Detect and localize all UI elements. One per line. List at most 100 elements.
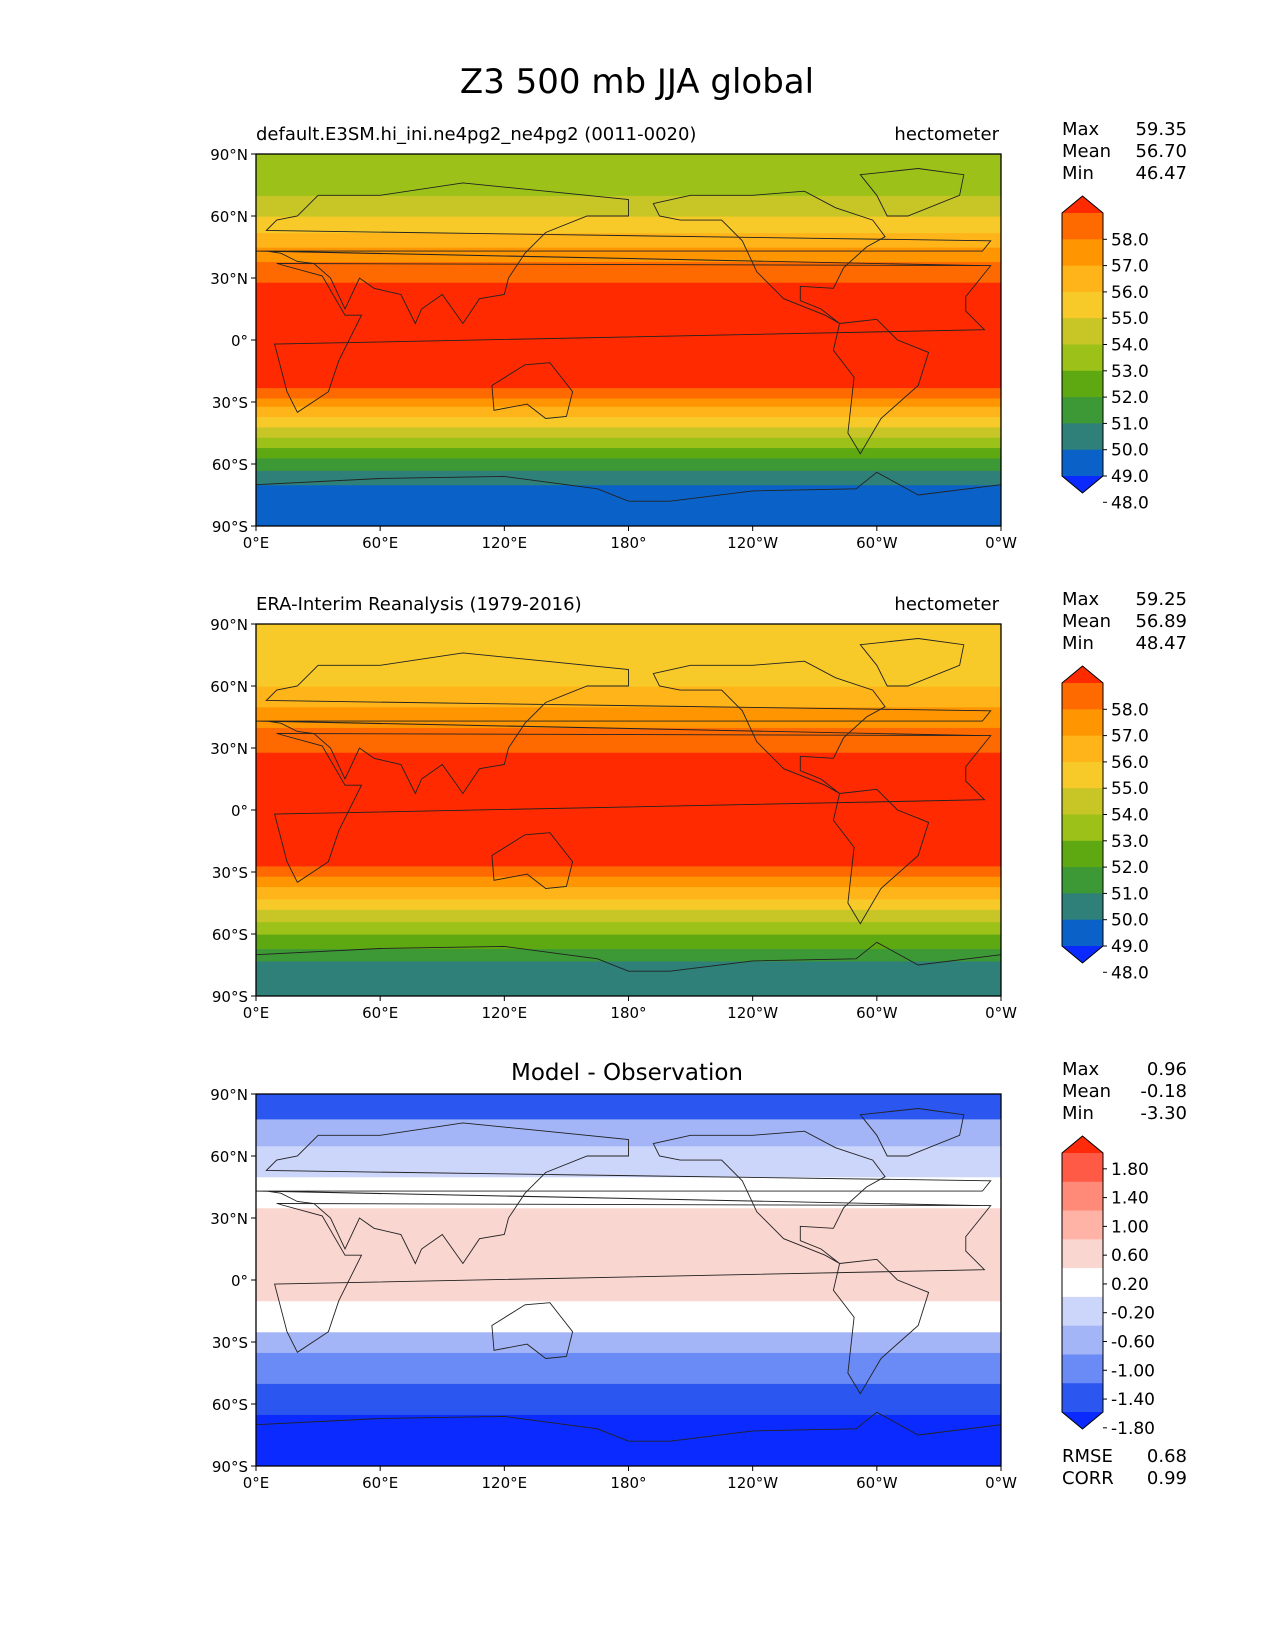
- colorbar-label: 49.0: [1111, 937, 1149, 957]
- coastline-3: [652, 1130, 886, 1264]
- colorbar-segment: [1062, 397, 1103, 424]
- colorbar-segment: [1062, 683, 1103, 710]
- stat-mean-value: 56.89: [1135, 611, 1187, 632]
- colorbar-segment: [1062, 1296, 1103, 1327]
- stat-mean-label: Mean: [1062, 141, 1111, 162]
- band-16: [256, 154, 1001, 196]
- coastline-1: [256, 182, 992, 325]
- panel-observation: ERA-Interim Reanalysis (1979-2016) hecto…: [210, 589, 1187, 1022]
- colorbar-label: 54.0: [1111, 336, 1149, 356]
- corr-label: CORR: [1062, 1468, 1114, 1489]
- colorbar-label: 58.0: [1111, 700, 1149, 720]
- lat-tick-label: 90°N: [210, 146, 248, 164]
- colorbar-label: 48.0: [1111, 963, 1149, 983]
- coastline-1: [256, 652, 992, 795]
- coastline-5: [832, 318, 930, 455]
- lat-tick-label: 60°N: [210, 1148, 248, 1166]
- stats-observation: Max 59.25 Mean 56.89 Min 48.47: [1062, 589, 1187, 654]
- lon-tick-label: 0°E: [243, 1474, 270, 1492]
- lon-tick-label: 60°W: [856, 1004, 898, 1022]
- stat-max-value: 59.25: [1135, 589, 1187, 610]
- coastline-6: [256, 471, 1001, 502]
- colorbar-segment: [1062, 423, 1103, 451]
- colorbar-segment: [1062, 709, 1103, 737]
- lon-tick-label: 0°W: [985, 1004, 1017, 1022]
- colorbar-segment: [1062, 919, 1103, 947]
- stat-max-value: 59.35: [1135, 119, 1187, 140]
- band-6: [256, 886, 1001, 900]
- colorbar-segment: [1062, 735, 1103, 763]
- lat-tick-label: 30°S: [212, 864, 248, 882]
- band-3: [256, 1331, 1001, 1353]
- band-5: [256, 1207, 1001, 1302]
- panel-model: default.E3SM.hi_ini.ne4pg2_ne4pg2 (0011-…: [210, 119, 1187, 552]
- colorbar-label: -0.60: [1111, 1332, 1155, 1352]
- band-6: [256, 1176, 1001, 1209]
- band-11: [256, 706, 1001, 728]
- band-3: [256, 921, 1001, 935]
- colorbar-label: 53.0: [1111, 832, 1149, 852]
- axes-model: 90°N 60°N 30°N 0° 30°S 60°S 90°S0°E 60°E 120°E 18…: [210, 146, 1017, 552]
- lon-tick-label: 60°W: [856, 534, 898, 552]
- colorbar-segment: [1062, 761, 1103, 789]
- stat-min-value: 48.47: [1135, 633, 1187, 654]
- lat-tick-label: 30°N: [210, 1210, 248, 1228]
- colorbar-label: 52.0: [1111, 858, 1149, 878]
- band-8: [256, 865, 1001, 877]
- lon-tick-label: 120°E: [482, 1004, 528, 1022]
- colorbar-label: 55.0: [1111, 779, 1149, 799]
- band-14: [256, 216, 1001, 234]
- coastline-0: [274, 733, 992, 883]
- colorbar-label: -0.20: [1111, 1304, 1155, 1324]
- lat-tick-label: 30°S: [212, 394, 248, 412]
- coastline-4: [859, 638, 965, 687]
- colorbar-extend-min: [1062, 476, 1103, 493]
- band-13: [256, 232, 1001, 248]
- colorbar-extend-min: [1062, 946, 1103, 963]
- stat-max-value: 0.96: [1147, 1059, 1187, 1080]
- rmse-value: 0.68: [1147, 1446, 1187, 1467]
- colorbar-segment: [1062, 1383, 1103, 1413]
- rmse-label: RMSE: [1062, 1446, 1113, 1467]
- coastline-6: [256, 1411, 1001, 1442]
- lat-tick-label: 60°S: [212, 1396, 248, 1414]
- lon-tick-label: 180°: [610, 534, 646, 552]
- colorbar-label: 1.80: [1111, 1160, 1149, 1180]
- lat-tick-label: 90°S: [212, 518, 248, 536]
- coastline-3: [652, 190, 886, 324]
- band-4: [256, 909, 1001, 923]
- lat-tick-label: 60°N: [210, 208, 248, 226]
- band-9: [256, 387, 1001, 399]
- lon-tick-label: 60°E: [362, 534, 398, 552]
- colorbar-label: -1.40: [1111, 1390, 1155, 1410]
- colorbar-label: 55.0: [1111, 309, 1149, 329]
- colorbar-label: 50.0: [1111, 441, 1149, 461]
- stat-mean-label: Mean: [1062, 1081, 1111, 1102]
- panel-difference-title: Model - Observation: [511, 1060, 743, 1086]
- map-difference: [255, 1093, 1002, 1467]
- lat-tick-label: 30°N: [210, 270, 248, 288]
- stat-min-label: Min: [1062, 633, 1094, 654]
- colorbar-segment: [1062, 893, 1103, 921]
- lon-tick-label: 0°E: [243, 1004, 270, 1022]
- lat-tick-label: 90°S: [212, 1458, 248, 1476]
- colorbar-segment: [1062, 213, 1103, 240]
- stat-min-value: -3.30: [1140, 1103, 1187, 1124]
- lat-tick-label: 0°: [231, 1272, 248, 1290]
- colorbar-segment: [1062, 291, 1103, 319]
- lon-tick-label: 0°W: [985, 534, 1017, 552]
- band-11: [256, 261, 1001, 283]
- colorbar-label: 0.20: [1111, 1275, 1149, 1295]
- lat-tick-label: 60°N: [210, 678, 248, 696]
- colorbar-extend-min: [1062, 1412, 1103, 1429]
- stat-mean-value: 56.70: [1135, 141, 1187, 162]
- lon-tick-label: 120°W: [727, 534, 778, 552]
- colorbar-label: 53.0: [1111, 362, 1149, 382]
- colorbar-label: 56.0: [1111, 283, 1149, 303]
- corr-value: 0.99: [1147, 1468, 1187, 1489]
- colorbar-segment: [1062, 344, 1103, 372]
- band-10: [256, 282, 1001, 389]
- panel-model-title: default.E3SM.hi_ini.ne4pg2_ne4pg2 (0011-…: [256, 124, 696, 145]
- axes-observation: 90°N 60°N 30°N 0° 30°S 60°S 90°S0°E 60°E 120°E 18…: [210, 616, 1017, 1022]
- band-5: [256, 426, 1001, 438]
